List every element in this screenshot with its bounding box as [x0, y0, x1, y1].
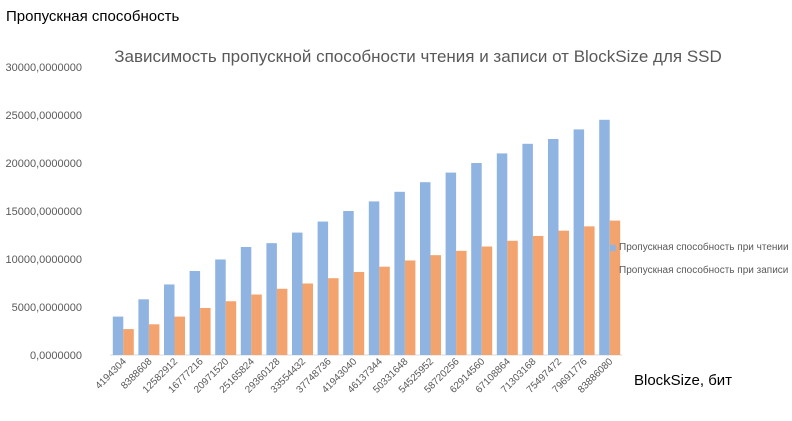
y-axis-label: Пропускная способность	[6, 8, 180, 25]
bar-write-33554432	[302, 283, 313, 355]
y-tick-label: 25000,0000000	[6, 110, 82, 122]
bar-read-25165824	[240, 247, 252, 355]
bar-write-62914560	[481, 246, 493, 355]
bar-write-54525952	[430, 255, 441, 355]
y-tick-label: 20000,0000000	[6, 158, 82, 170]
bar-write-4194304	[123, 329, 134, 355]
bar-read-4194304	[112, 316, 124, 355]
bar-read-62914560	[471, 163, 482, 355]
bar-read-79691776	[573, 129, 585, 355]
bar-write-79691776	[584, 226, 595, 355]
bar-write-83886080	[609, 220, 621, 355]
legend-swatch-write	[610, 267, 616, 274]
y-tick-label: 10000,0000000	[6, 254, 82, 266]
bars-group	[112, 119, 621, 355]
bar-read-46137344	[368, 201, 380, 355]
bar-read-71303168	[522, 143, 533, 355]
x-axis-label: BlockSize, бит	[634, 372, 733, 389]
legend: Пропускная способность при чтении Пропус…	[610, 236, 789, 282]
bar-write-58720256	[456, 250, 467, 355]
y-tick-label: 30000,0000000	[6, 62, 82, 74]
x-tick-labels: 4194304838860812582912167772162097152025…	[94, 356, 616, 396]
bar-write-12582912	[174, 316, 185, 355]
bar-read-67108864	[496, 153, 508, 355]
legend-item-read: Пропускная способность при чтении	[610, 236, 789, 259]
bar-write-67108864	[507, 240, 518, 355]
bar-write-25165824	[251, 294, 262, 355]
legend-label-read: Пропускная способность при чтении	[619, 242, 789, 253]
bar-write-50331648	[404, 260, 416, 355]
bar-write-75497472	[558, 230, 569, 355]
bar-read-58720256	[445, 172, 457, 355]
bar-read-8388608	[138, 299, 149, 355]
bar-read-83886080	[599, 119, 610, 355]
bar-read-33554432	[292, 232, 303, 355]
y-tick-label: 0,0000000	[30, 350, 82, 362]
bar-write-46137344	[379, 266, 390, 355]
bar-read-37748736	[317, 221, 329, 355]
legend-swatch-read	[610, 244, 616, 251]
legend-label-write: Пропускная способность при записи	[619, 265, 789, 276]
y-tick-label: 15000,0000000	[6, 206, 82, 218]
bar-read-12582912	[164, 284, 175, 355]
bar-write-71303168	[532, 235, 544, 355]
y-tick-label: 5000,0000000	[12, 302, 82, 314]
bar-write-41943040	[353, 271, 365, 355]
bar-write-8388608	[148, 324, 160, 355]
bar-read-41943040	[343, 211, 354, 355]
bar-read-75497472	[548, 139, 559, 355]
bar-read-16777216	[189, 271, 201, 355]
bar-read-20971520	[215, 259, 226, 355]
bar-write-16777216	[200, 307, 211, 355]
bar-write-20971520	[225, 301, 237, 355]
bar-write-37748736	[328, 278, 339, 355]
bar-read-50331648	[394, 191, 405, 355]
legend-item-write: Пропускная способность при записи	[610, 259, 789, 282]
y-tick-labels: 0,0000000 5000,0000000 10000,0000000 15000,…	[6, 62, 82, 362]
chart-title: Зависимость пропускной способности чтени…	[114, 47, 722, 66]
bar-read-54525952	[420, 182, 431, 355]
bar-read-29360128	[266, 243, 277, 355]
bar-write-29360128	[276, 288, 288, 355]
